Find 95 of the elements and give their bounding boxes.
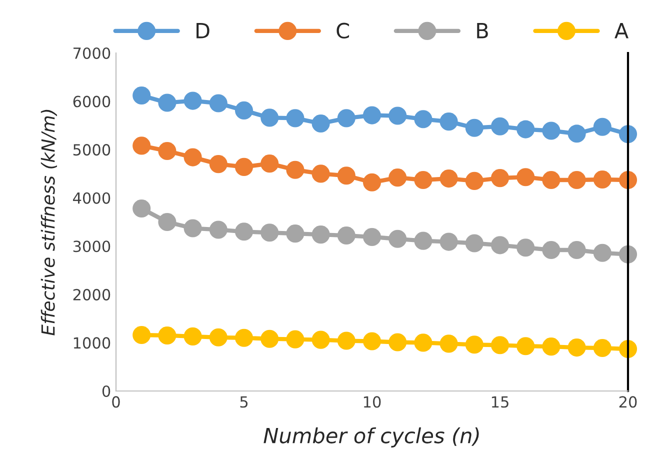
y-tick-label: 1000 (74, 337, 110, 349)
point (312, 114, 330, 133)
y-tick-label: 3000 (73, 240, 110, 252)
point (337, 166, 356, 185)
point (465, 234, 484, 252)
point (132, 136, 151, 155)
point (260, 224, 279, 242)
point (593, 244, 612, 262)
point (490, 336, 510, 354)
point (516, 337, 535, 356)
point (465, 172, 484, 190)
x-tick-label: 0 (112, 396, 120, 408)
point (132, 86, 151, 105)
point (158, 142, 176, 160)
point (516, 168, 535, 186)
point (184, 327, 202, 346)
point (337, 226, 356, 245)
point (388, 106, 407, 125)
point (312, 164, 330, 183)
point (132, 326, 151, 344)
point (388, 230, 407, 248)
point (542, 122, 560, 140)
point (542, 338, 560, 356)
point (209, 94, 228, 112)
point (312, 330, 330, 349)
point (362, 106, 382, 124)
point (362, 228, 382, 246)
legend-label: A (614, 23, 628, 38)
point (388, 333, 407, 352)
x-tick-label: 10 (364, 396, 381, 408)
point (234, 101, 254, 120)
y-tick-label: 0 (102, 385, 110, 398)
point (260, 330, 279, 348)
point (490, 236, 510, 254)
point (286, 160, 304, 179)
point (286, 109, 304, 128)
point (414, 232, 432, 250)
point (490, 169, 510, 188)
point (440, 170, 458, 188)
point (516, 120, 535, 138)
point (568, 240, 586, 260)
point (286, 224, 304, 243)
point (158, 212, 176, 232)
y-tick-label: 6000 (73, 96, 110, 108)
point (209, 328, 228, 346)
point (158, 326, 176, 344)
point (593, 170, 612, 189)
point (337, 332, 356, 350)
x-tick-label: 20 (619, 396, 637, 408)
point (388, 168, 407, 187)
point (209, 155, 228, 174)
point (542, 240, 560, 260)
point (362, 173, 382, 192)
point (260, 154, 279, 173)
point (568, 170, 586, 190)
point (440, 232, 458, 251)
point (184, 92, 202, 110)
x-tick-label: 5 (240, 396, 248, 408)
y-tick-label: 5000 (73, 144, 110, 156)
point (440, 112, 458, 131)
point (132, 199, 151, 218)
point (465, 118, 484, 137)
point (542, 170, 560, 190)
y-tick-label: 7000 (74, 47, 110, 60)
y-tick-label: 4000 (73, 192, 110, 204)
legend-label: C (336, 22, 349, 39)
point (414, 110, 432, 128)
point (414, 334, 432, 352)
point (286, 330, 304, 348)
point (234, 222, 254, 241)
point (312, 226, 330, 244)
point (260, 108, 279, 127)
point (362, 332, 382, 350)
point (337, 109, 356, 128)
point (184, 148, 202, 166)
point (568, 338, 586, 357)
point (234, 328, 254, 347)
point (490, 117, 510, 136)
point (516, 238, 535, 257)
point (234, 158, 254, 176)
point (593, 339, 612, 358)
point (209, 220, 228, 239)
y-tick-label: 2000 (73, 288, 110, 300)
point (440, 334, 458, 353)
point (465, 336, 484, 354)
legend-label: B (477, 23, 488, 38)
point (414, 170, 432, 190)
x-tick-label: 15 (492, 396, 508, 408)
legend-label: D (196, 23, 210, 38)
point (158, 94, 176, 112)
point (568, 124, 586, 143)
point (184, 219, 202, 238)
y-axis-title: Effective stiffness (kN/m) (40, 110, 57, 336)
point (593, 118, 612, 136)
x-axis-title: Number of cycles (n) (264, 427, 479, 448)
